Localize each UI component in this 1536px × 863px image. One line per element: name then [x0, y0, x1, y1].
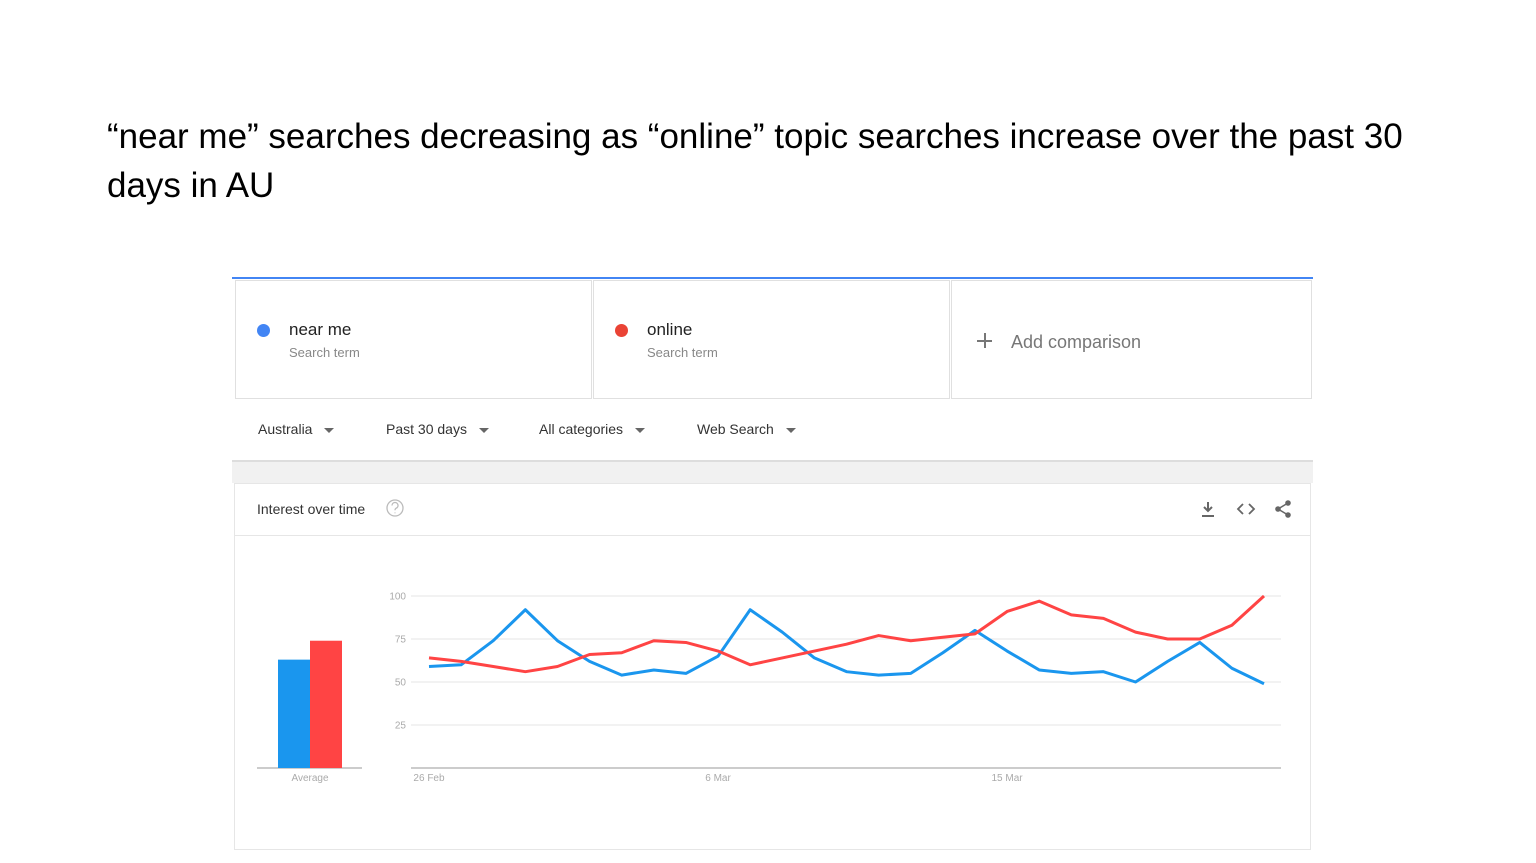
embed-icon[interactable] — [1236, 503, 1256, 515]
average-bar — [278, 659, 310, 768]
filter-dropdown[interactable]: All categories — [539, 421, 645, 437]
term-cell[interactable] — [593, 280, 950, 399]
filter-dropdown[interactable]: Past 30 days — [386, 421, 489, 437]
filter-dropdown[interactable]: Australia — [258, 421, 334, 437]
term-type: Search term — [647, 345, 718, 360]
panel-divider — [234, 535, 1311, 536]
x-tick-label: 26 Feb — [413, 773, 445, 784]
help-icon[interactable] — [386, 499, 404, 517]
share-icon[interactable] — [1275, 500, 1291, 518]
add-comparison[interactable]: Add comparison — [1011, 332, 1142, 352]
term-name: online — [647, 320, 693, 339]
term-dot — [257, 324, 270, 337]
help-icon-glyph — [391, 501, 399, 514]
average-label: Average — [291, 773, 329, 784]
panel-title: Interest over time — [257, 501, 366, 517]
panel — [234, 483, 1311, 850]
term-type: Search term — [289, 345, 360, 360]
x-tick-label: 6 Mar — [705, 773, 731, 784]
y-tick-label: 25 — [395, 721, 407, 732]
average-bar — [310, 640, 342, 768]
term-cell[interactable] — [235, 280, 592, 399]
add-comparison-cell[interactable] — [951, 280, 1312, 399]
series-line — [428, 608, 1265, 686]
term-name: near me — [289, 320, 352, 339]
top-accent — [232, 277, 1313, 279]
download-icon[interactable] — [1202, 502, 1214, 517]
y-tick-label: 100 — [389, 592, 406, 603]
separator-band — [232, 460, 1313, 483]
x-tick-label: 15 Mar — [992, 773, 1024, 784]
y-tick-label: 50 — [395, 678, 407, 689]
slide-title: “near me” searches decreasing as “online… — [107, 117, 1403, 205]
filter-dropdown[interactable]: Web Search — [697, 421, 796, 437]
series-line — [428, 594, 1266, 674]
term-dot — [615, 324, 628, 337]
y-tick-label: 75 — [395, 635, 407, 646]
plus-icon — [984, 333, 986, 348]
